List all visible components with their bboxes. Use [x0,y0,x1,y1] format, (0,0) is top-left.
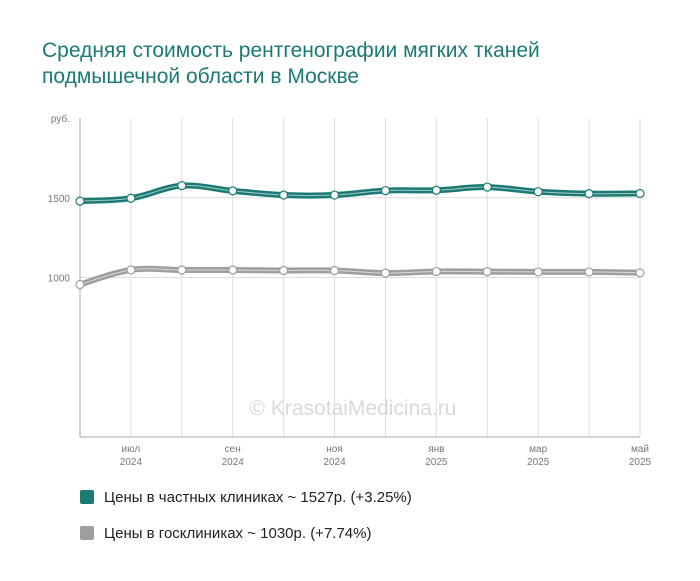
chart-title: Средняя стоимость рентгенографии мягких … [42,39,540,88]
x-tick-label-year: 2025 [527,457,550,468]
x-tick-label-year: 2024 [120,457,143,468]
series-line-public [77,265,643,288]
x-tick-label-year: 2024 [323,457,346,468]
data-point-private[interactable] [482,182,492,192]
data-point-public[interactable] [177,265,187,275]
x-tick-label-year: 2024 [222,457,245,468]
data-point-public[interactable] [533,267,543,277]
x-tick-label-year: 2025 [629,457,652,468]
data-point-public[interactable] [482,266,492,277]
data-point-public[interactable] [126,265,136,275]
x-tick-label-month: май [631,444,649,455]
x-tick-label-month: ноя [326,444,343,455]
y-tick-label: 1000 [48,274,71,285]
data-point-private[interactable] [279,190,289,200]
data-point-private[interactable] [380,185,391,196]
data-point-private[interactable] [329,190,340,200]
data-point-private[interactable] [431,185,441,195]
watermark-text: © KrasotaiMedicina.ru [250,397,457,420]
x-tick-label-month: июл [122,444,141,455]
data-point-private[interactable] [584,189,594,199]
x-tick-label-year: 2025 [425,457,448,468]
legend: Цены в частных клиниках ~ 1527р. (+3.25%… [80,486,412,558]
data-point-private[interactable] [635,188,645,199]
x-tick-label-month: мар [529,444,547,455]
legend-label-public: Цены в госклиниках ~ 1030р. (+7.74%) [104,524,372,542]
data-point-public[interactable] [75,279,85,290]
data-point-private[interactable] [177,181,187,191]
legend-item-public[interactable]: Цены в госклиниках ~ 1030р. (+7.74%) [80,522,412,544]
data-point-private[interactable] [228,186,238,196]
data-point-public[interactable] [431,266,441,277]
legend-swatch-public [80,526,94,540]
y-axis-label: руб. [51,113,70,125]
data-point-public[interactable] [329,265,340,276]
data-point-public[interactable] [584,267,594,277]
data-point-public[interactable] [279,265,289,276]
data-point-private[interactable] [75,196,85,206]
data-point-public[interactable] [635,268,645,278]
x-tick-label-month: янв [428,444,444,455]
legend-swatch-private [80,490,94,504]
data-point-public[interactable] [380,268,391,278]
data-point-private[interactable] [533,187,543,197]
x-tick-label-month: сен [225,444,241,455]
legend-label-private: Цены в частных клиниках ~ 1527р. (+3.25%… [104,488,412,506]
legend-item-private[interactable]: Цены в частных клиниках ~ 1527р. (+3.25%… [80,486,412,508]
data-point-private[interactable] [126,193,136,203]
data-point-public[interactable] [228,265,238,275]
y-tick-label: 1500 [48,194,71,205]
